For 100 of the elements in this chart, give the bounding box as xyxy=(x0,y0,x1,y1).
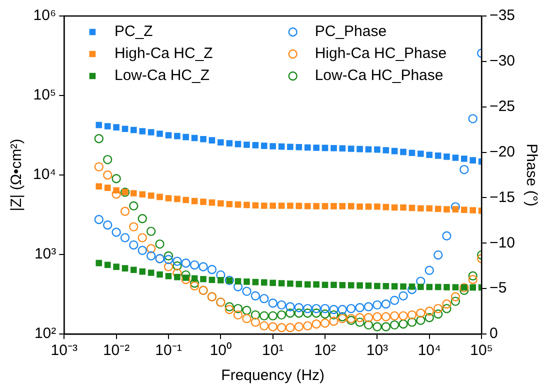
x-tick-label: 10³ xyxy=(366,342,388,360)
point xyxy=(330,144,337,152)
point xyxy=(339,203,346,210)
legend-label: Low-Ca HC_Phase xyxy=(314,67,444,84)
point xyxy=(287,144,294,150)
point xyxy=(434,152,442,159)
point xyxy=(382,147,390,154)
point xyxy=(130,126,137,134)
point xyxy=(470,284,476,291)
y-tick-label: 10⁶ xyxy=(33,7,56,24)
y2-tick-label: −35 xyxy=(490,7,516,24)
point xyxy=(260,279,268,286)
y2-tick-label: −25 xyxy=(490,98,516,115)
point xyxy=(96,183,102,190)
point xyxy=(287,202,294,209)
point xyxy=(322,282,328,288)
point xyxy=(226,140,233,146)
point xyxy=(322,203,328,210)
point xyxy=(139,128,146,134)
point xyxy=(313,203,320,210)
point xyxy=(296,202,302,210)
point xyxy=(104,184,111,191)
point xyxy=(200,276,206,282)
point xyxy=(208,276,216,283)
point xyxy=(296,280,302,288)
y-tick-label: 10² xyxy=(34,325,56,342)
point xyxy=(104,262,111,268)
point xyxy=(244,202,250,208)
point xyxy=(191,275,198,282)
point xyxy=(218,200,224,206)
point xyxy=(200,198,206,205)
point xyxy=(348,146,354,152)
point xyxy=(270,202,276,209)
point xyxy=(296,144,302,150)
point xyxy=(270,143,276,150)
point xyxy=(426,205,433,212)
y-tick-label: 10⁴ xyxy=(32,166,56,184)
point xyxy=(234,140,242,148)
legend-label: PC_Z xyxy=(114,23,153,40)
point xyxy=(148,270,154,276)
point xyxy=(174,196,180,202)
point xyxy=(130,266,137,274)
point xyxy=(156,194,163,200)
point xyxy=(270,280,276,286)
y2-tick-label: −15 xyxy=(490,188,516,206)
point xyxy=(182,134,189,140)
x-tick-label: 10⁰ xyxy=(210,342,232,360)
point xyxy=(391,283,398,290)
point xyxy=(278,280,285,286)
point xyxy=(365,146,372,153)
point xyxy=(113,264,120,270)
point xyxy=(148,192,154,199)
point xyxy=(374,146,380,153)
point xyxy=(122,265,128,272)
point xyxy=(313,281,320,288)
point xyxy=(391,204,398,211)
point xyxy=(452,206,459,212)
point xyxy=(208,199,216,206)
legend-label: PC_Phase xyxy=(314,23,387,40)
point xyxy=(122,126,128,132)
point xyxy=(382,204,390,210)
y2-axis-title: Phase (°) xyxy=(522,144,540,206)
point xyxy=(244,142,250,148)
point xyxy=(348,203,354,210)
point xyxy=(218,277,224,284)
point xyxy=(330,282,337,288)
point xyxy=(339,282,346,288)
point xyxy=(252,142,259,148)
point xyxy=(104,123,111,130)
point xyxy=(165,195,172,202)
point xyxy=(260,142,268,149)
point xyxy=(426,152,433,158)
point xyxy=(365,203,372,210)
point xyxy=(382,282,390,290)
point xyxy=(374,282,380,290)
x-axis-title: Frequency (Hz) xyxy=(221,367,325,384)
point xyxy=(330,203,337,210)
point xyxy=(426,284,433,290)
point xyxy=(348,282,354,288)
point xyxy=(304,281,311,288)
point xyxy=(244,278,250,285)
y2-tick-label: −20 xyxy=(490,143,516,160)
point xyxy=(461,206,468,213)
point xyxy=(139,191,146,198)
point xyxy=(174,132,180,140)
point xyxy=(313,144,320,151)
point xyxy=(200,136,206,142)
point xyxy=(418,205,424,212)
y2-tick-label: −10 xyxy=(490,234,516,252)
point xyxy=(96,122,102,128)
point xyxy=(444,206,450,212)
legend-label: High-Ca HC_Z xyxy=(114,45,213,62)
point xyxy=(434,206,442,212)
point xyxy=(408,150,416,156)
x-tick-label: 10⁻¹ xyxy=(155,342,182,360)
y-axis-title: |Z| (Ω•cm²) xyxy=(8,138,26,212)
x-tick-label: 10² xyxy=(314,342,336,360)
point xyxy=(113,124,120,130)
x-tick-label: 10⁻³ xyxy=(50,342,78,360)
x-tick-label: 10⁻² xyxy=(102,342,130,360)
